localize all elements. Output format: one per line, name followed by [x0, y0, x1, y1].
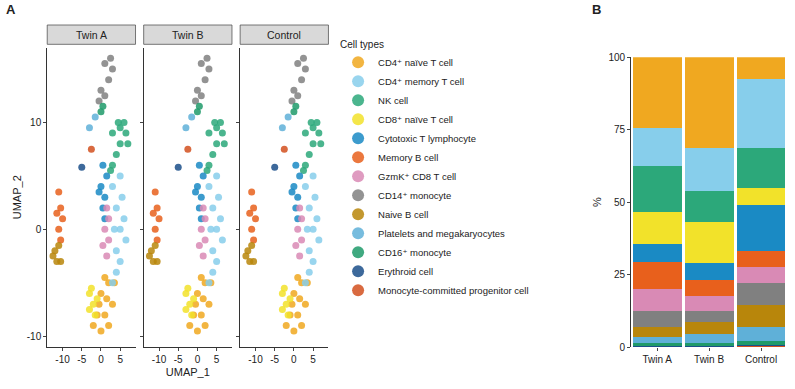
svg-text:CD4⁺ memory T cell: CD4⁺ memory T cell	[378, 76, 464, 87]
svg-text:UMAP_2: UMAP_2	[11, 175, 23, 219]
svg-text:-5: -5	[270, 354, 279, 365]
svg-text:Twin B: Twin B	[694, 354, 724, 365]
svg-text:Twin A: Twin A	[642, 354, 672, 365]
svg-text:-10: -10	[27, 331, 42, 342]
svg-text:25: 25	[614, 269, 626, 280]
svg-text:Monocyte-committed progenitor: Monocyte-committed progenitor cell	[378, 285, 528, 296]
svg-text:5: 5	[310, 354, 316, 365]
svg-text:0: 0	[195, 354, 201, 365]
svg-text:-10: -10	[152, 354, 167, 365]
svg-text:Naive B cell: Naive B cell	[378, 209, 428, 220]
svg-text:GzmK⁺ CD8 T cell: GzmK⁺ CD8 T cell	[378, 171, 456, 182]
svg-text:Cell types: Cell types	[340, 39, 384, 50]
svg-text:CD4⁺ naïve T cell: CD4⁺ naïve T cell	[378, 57, 453, 68]
svg-text:50: 50	[614, 197, 626, 208]
svg-text:Control: Control	[267, 29, 301, 41]
svg-text:0: 0	[620, 342, 626, 353]
svg-text:Erythroid cell: Erythroid cell	[378, 266, 433, 277]
svg-text:Twin A: Twin A	[76, 29, 107, 41]
svg-text:Platelets and megakaryocytes: Platelets and megakaryocytes	[378, 228, 505, 239]
svg-text:100: 100	[608, 52, 625, 63]
svg-text:10: 10	[30, 117, 42, 128]
svg-text:CD8⁺ naïve T cell: CD8⁺ naïve T cell	[378, 114, 453, 125]
svg-text:0: 0	[291, 354, 297, 365]
svg-text:Control: Control	[745, 354, 777, 365]
svg-text:-5: -5	[174, 354, 183, 365]
svg-text:-5: -5	[77, 354, 86, 365]
svg-text:5: 5	[214, 354, 220, 365]
svg-text:5: 5	[117, 354, 123, 365]
svg-text:0: 0	[98, 354, 104, 365]
svg-text:-10: -10	[55, 354, 70, 365]
svg-text:75: 75	[614, 124, 626, 135]
svg-text:A: A	[6, 2, 16, 17]
svg-text:CD14⁺ monocyte: CD14⁺ monocyte	[378, 190, 451, 201]
svg-text:B: B	[592, 2, 601, 17]
svg-text:UMAP_1: UMAP_1	[166, 366, 210, 378]
svg-text:0: 0	[36, 224, 42, 235]
svg-text:Cytotoxic T lymphocyte: Cytotoxic T lymphocyte	[378, 133, 476, 144]
svg-text:CD16⁺ monocyte: CD16⁺ monocyte	[378, 247, 451, 258]
svg-text:-10: -10	[248, 354, 263, 365]
svg-text:NK cell: NK cell	[378, 95, 408, 106]
svg-text:Memory B cell: Memory B cell	[378, 152, 438, 163]
svg-text:Twin B: Twin B	[172, 29, 204, 41]
svg-text:%: %	[591, 197, 603, 207]
